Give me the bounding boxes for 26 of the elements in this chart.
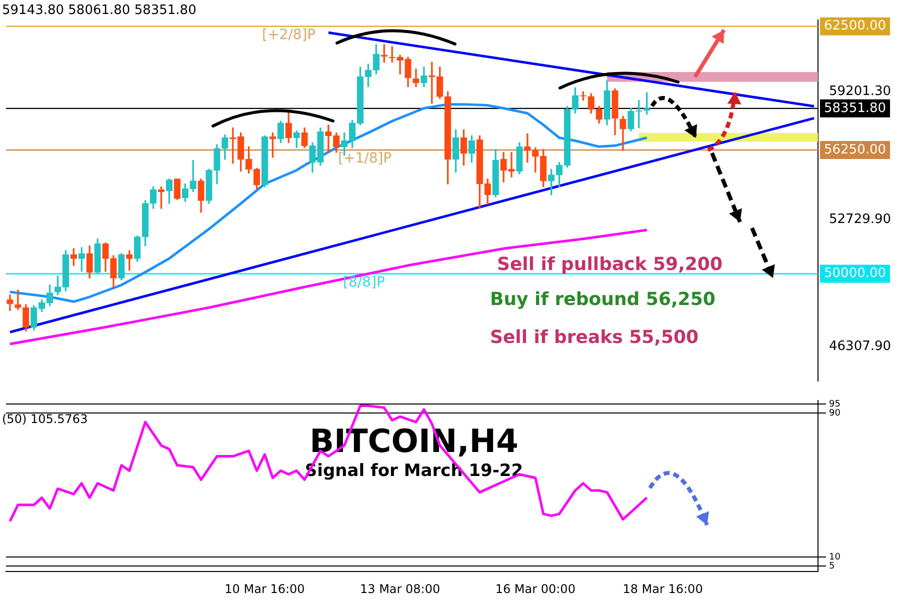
annotation: [8/8]P bbox=[343, 274, 385, 290]
x-tick-label: 13 Mar 08:00 bbox=[360, 582, 440, 596]
ref-line-label: 56250.00 bbox=[824, 142, 886, 158]
annotation: Sell if breaks 55,500 bbox=[490, 327, 699, 348]
annotation: [+1/8]P bbox=[338, 150, 392, 167]
x-tick-label: 18 Mar 16:00 bbox=[622, 582, 703, 596]
y-tick-label: 59201.30 bbox=[829, 84, 892, 99]
y-tick-label: 95 bbox=[829, 399, 840, 410]
y-tick-label: 52729.90 bbox=[829, 212, 892, 228]
y-tick-label: 46307.90 bbox=[829, 339, 892, 354]
candlestick bbox=[524, 133, 531, 163]
annotation: (50) 105.5763 bbox=[2, 412, 88, 426]
candlestick bbox=[14, 290, 22, 310]
y-tick-label: 5 bbox=[829, 562, 835, 572]
x-tick-label: 16 Mar 00:00 bbox=[495, 582, 576, 596]
y-tick-label: 90 bbox=[829, 408, 841, 418]
candlestick bbox=[396, 54, 404, 74]
annotation: Sell if pullback 59,200 bbox=[497, 254, 722, 275]
text: 59143.80 58061.80 58351.80 bbox=[2, 3, 196, 18]
ref-line-label: 50000.00 bbox=[824, 266, 886, 282]
annotation: [+2/8]P bbox=[262, 26, 316, 43]
annotation: Buy if rebound 56,250 bbox=[490, 289, 716, 310]
y-tick-label: 10 bbox=[829, 552, 841, 563]
x-tick-label: 10 Mar 16:00 bbox=[224, 582, 305, 596]
ref-line-label: 58351.80 bbox=[824, 100, 886, 116]
ref-line-label: 62500.00 bbox=[824, 18, 886, 34]
